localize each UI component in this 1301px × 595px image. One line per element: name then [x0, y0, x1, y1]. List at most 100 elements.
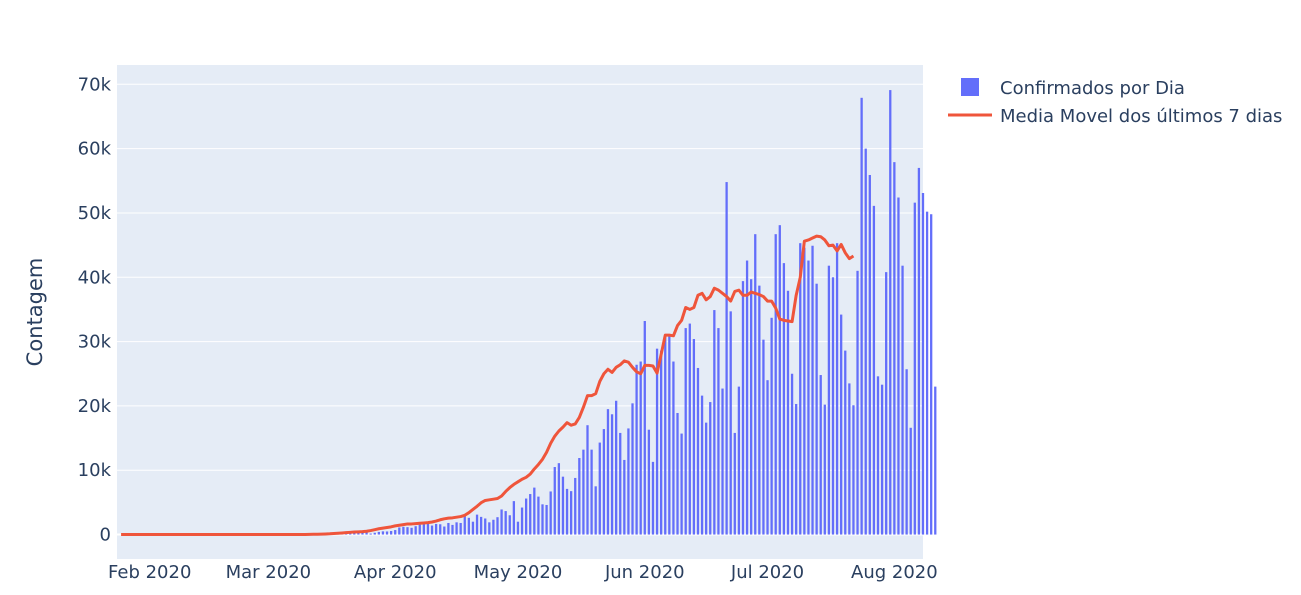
bar: [463, 515, 466, 535]
bar: [574, 477, 577, 535]
bar: [406, 527, 409, 535]
legend-bar-swatch: [961, 78, 979, 96]
bar: [807, 260, 810, 535]
bar: [909, 427, 912, 535]
bar: [700, 395, 704, 535]
bar: [934, 386, 937, 535]
bar: [533, 487, 536, 535]
bar: [492, 519, 495, 535]
moving-average-series: [121, 234, 855, 537]
y-tick-labels: 0 10k 20k 30k 40k 50k 60k 70k: [78, 74, 112, 545]
bar: [893, 162, 896, 535]
bar: [471, 521, 475, 535]
bar: [398, 527, 401, 535]
bar: [451, 524, 454, 535]
bar: [717, 328, 720, 535]
bar: [917, 167, 921, 535]
bar: [921, 193, 925, 535]
bar: [430, 525, 434, 535]
bar: [762, 339, 765, 535]
legend-item-bars[interactable]: Confirmados por Dia: [961, 78, 1185, 99]
bar: [541, 504, 544, 535]
bar: [619, 432, 622, 535]
bar: [774, 234, 777, 535]
bar: [365, 532, 368, 535]
bar: [885, 272, 888, 535]
y-tick-label: 60k: [78, 139, 112, 160]
bar: [394, 530, 397, 535]
legend-item-line[interactable]: Media Movel dos últimos 7 dias: [948, 106, 1282, 127]
x-tick-label: Feb 2020: [108, 562, 191, 583]
bar: [835, 243, 839, 535]
bar: [545, 504, 548, 535]
bar: [488, 522, 491, 535]
bar: [725, 182, 728, 535]
bar: [443, 526, 446, 535]
moving-average-line: [121, 234, 855, 537]
bar: [709, 402, 712, 535]
bar: [745, 260, 749, 535]
legend-bar-label: Confirmados por Dia: [1000, 78, 1185, 99]
bar: [876, 376, 880, 535]
bar: [860, 97, 863, 535]
x-tick-label: Aug 2020: [851, 562, 938, 583]
bar: [565, 488, 569, 535]
bar: [688, 323, 691, 535]
bar: [880, 384, 884, 535]
bar: [615, 400, 618, 535]
bar: [782, 263, 786, 535]
bar: [602, 429, 606, 535]
bar: [578, 458, 581, 535]
bar: [790, 373, 794, 535]
bar: [361, 532, 364, 535]
bar: [901, 265, 904, 535]
bar: [668, 336, 671, 535]
y-tick-label: 40k: [78, 267, 112, 288]
bar: [705, 422, 708, 535]
bar: [561, 476, 565, 535]
bar: [590, 449, 593, 535]
bar: [434, 523, 438, 535]
bar: [680, 433, 683, 535]
bar: [627, 428, 630, 535]
bar: [664, 335, 667, 535]
bar: [369, 533, 372, 535]
bar: [696, 367, 700, 535]
bar: [373, 532, 376, 535]
bar: [467, 517, 471, 535]
bar: [631, 403, 634, 535]
bar: [586, 425, 589, 535]
bar: [402, 526, 405, 535]
bar: [516, 521, 520, 535]
bar: [721, 388, 724, 535]
bar: [414, 526, 417, 535]
bar: [439, 524, 442, 535]
bar: [623, 459, 626, 535]
bar: [557, 463, 561, 535]
bar: [868, 174, 871, 535]
y-tick-label: 30k: [78, 332, 112, 353]
bar: [692, 339, 696, 535]
bar: [852, 405, 855, 535]
bar: [913, 202, 916, 535]
bar: [840, 314, 843, 535]
bar: [766, 380, 769, 535]
bar: [455, 522, 458, 535]
x-tick-label: Jun 2020: [604, 562, 685, 583]
y-tick-label: 50k: [78, 203, 112, 224]
bar: [500, 509, 503, 535]
bar: [512, 501, 516, 535]
x-tick-labels: Feb 2020 Mar 2020 Apr 2020 May 2020 Jun 2020…: [108, 562, 938, 583]
bar: [754, 234, 757, 535]
bar: [889, 90, 892, 535]
bar: [389, 531, 393, 535]
bar: [353, 532, 356, 535]
x-tick-label: May 2020: [474, 562, 563, 583]
bar: [418, 524, 421, 535]
bar: [484, 518, 487, 535]
bar: [647, 429, 651, 535]
bars-series: [250, 90, 937, 535]
bar: [827, 265, 831, 535]
bar: [848, 383, 851, 535]
bar: [758, 285, 761, 535]
